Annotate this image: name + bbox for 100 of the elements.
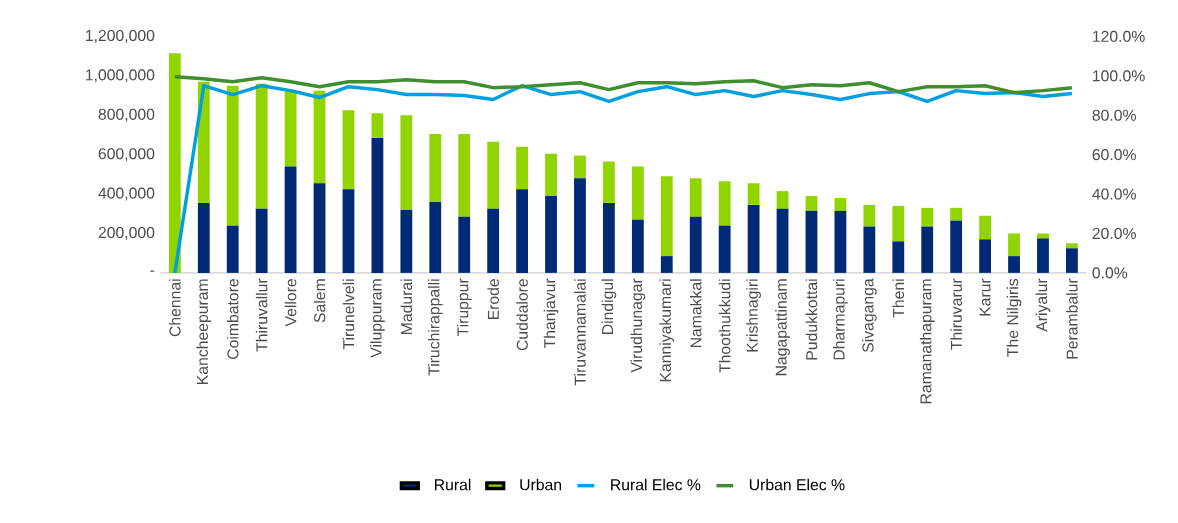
bar xyxy=(400,115,413,210)
bar xyxy=(168,53,181,273)
bar xyxy=(631,219,644,273)
bar xyxy=(603,202,615,273)
x-tick-label: Tirunelveli xyxy=(342,279,355,350)
bar xyxy=(487,141,500,209)
x-tick-label: Namakkal xyxy=(689,279,702,348)
bar xyxy=(342,189,355,273)
bar xyxy=(371,137,384,273)
x-tick-label: Tiruvannamalai xyxy=(574,279,586,386)
x-tick-label: Virudhunagar xyxy=(630,278,646,373)
bar xyxy=(458,133,471,217)
bar xyxy=(255,208,268,273)
bar xyxy=(921,226,934,273)
y-tick-label: 1,200,000 xyxy=(86,29,155,43)
bar xyxy=(834,197,847,211)
x-tick-label: Cuddalore xyxy=(516,279,528,351)
bar xyxy=(429,133,442,202)
bar xyxy=(429,201,442,273)
x-tick-label: Coimbatore xyxy=(226,278,239,359)
x-tick-label: Ariyalur xyxy=(1035,278,1051,332)
bar xyxy=(226,225,239,273)
y2-tick-label: 40.0% xyxy=(1092,188,1136,200)
bar xyxy=(776,208,789,273)
bar xyxy=(313,183,326,273)
bar xyxy=(979,215,992,240)
x-tick-label: Tiruchirappalli xyxy=(427,279,443,376)
bar xyxy=(226,85,239,226)
bar xyxy=(1008,256,1020,273)
bar xyxy=(1037,238,1049,273)
bar xyxy=(863,226,876,273)
x-tick-label: The Nilgiris xyxy=(1006,278,1022,357)
bar xyxy=(805,210,818,273)
bar xyxy=(516,146,528,190)
bar xyxy=(718,181,731,226)
x-tick-label: Nagapattinam xyxy=(775,279,790,376)
x-tick-label: Krishnagiri xyxy=(746,279,761,352)
bar xyxy=(342,110,355,190)
y-tick-label: 1,000,000 xyxy=(86,69,155,83)
x-tick-label: Vellore xyxy=(284,278,297,327)
bar xyxy=(545,195,557,273)
x-tick-label: Viluppuram xyxy=(370,279,385,358)
bar xyxy=(458,216,471,273)
bar xyxy=(718,225,731,273)
x-tick-label: Madurai xyxy=(400,279,413,334)
bar xyxy=(603,161,615,203)
bar xyxy=(284,166,297,273)
bar xyxy=(921,207,934,227)
legend-label: Rural Elec % xyxy=(611,478,701,491)
bar xyxy=(371,113,384,138)
bar xyxy=(863,204,876,227)
bar xyxy=(979,239,992,273)
x-tick-label: Pudukkottai xyxy=(805,279,818,360)
y-tick-label: 400,000 xyxy=(98,187,155,201)
y2-tick-label: 100.0% xyxy=(1093,70,1145,82)
bar xyxy=(631,166,644,220)
y2-tick-label: 80.0% xyxy=(1092,109,1136,121)
x-tick-label: Kanniyakumari xyxy=(659,279,675,382)
x-tick-label: Thiruvallur xyxy=(255,278,268,352)
bar xyxy=(1037,233,1049,239)
bar xyxy=(400,209,413,273)
x-tick-label: Perambalur xyxy=(1066,278,1078,359)
line-series xyxy=(173,83,1074,273)
x-tick-label: Karur xyxy=(979,278,991,316)
bar xyxy=(834,210,847,273)
bar xyxy=(892,205,905,242)
y2-tick-label: 20.0% xyxy=(1092,227,1136,239)
y2-tick-label: 60.0% xyxy=(1092,149,1136,161)
bar xyxy=(950,207,963,221)
x-tick-label: Dharmapuri xyxy=(833,279,848,360)
x-tick-label: Salem xyxy=(313,279,326,323)
x-tick-label: Tiruppur xyxy=(456,278,472,337)
bar xyxy=(892,241,905,273)
bar xyxy=(545,153,557,196)
bar xyxy=(776,191,789,209)
y-tick-label: 600,000 xyxy=(98,148,155,162)
y-tick-label: - xyxy=(150,270,155,272)
x-tick-label: Thiruvarur xyxy=(950,278,962,350)
y-tick-label: 200,000 xyxy=(98,226,155,240)
bar xyxy=(689,216,702,273)
x-tick-label: Thanjavur xyxy=(543,278,559,349)
bar xyxy=(747,204,760,273)
bar xyxy=(255,83,268,209)
bar xyxy=(284,90,297,167)
bar xyxy=(660,176,673,257)
legend-label: Rural xyxy=(434,478,471,491)
bar xyxy=(1066,243,1078,249)
bar xyxy=(747,183,760,205)
legend-label: Urban xyxy=(520,478,562,491)
bar xyxy=(574,178,586,273)
bar xyxy=(1008,233,1020,257)
x-tick-label: Ramanathapuram xyxy=(919,279,935,404)
bar xyxy=(689,178,702,217)
bar xyxy=(197,81,210,203)
legend-label: Urban Elec % xyxy=(749,478,845,491)
bar xyxy=(574,155,586,179)
x-tick-label: Erode xyxy=(487,278,499,320)
bar xyxy=(516,189,528,273)
y-tick-label: 800,000 xyxy=(98,108,155,122)
y2-tick-label: 120.0% xyxy=(1093,30,1145,42)
